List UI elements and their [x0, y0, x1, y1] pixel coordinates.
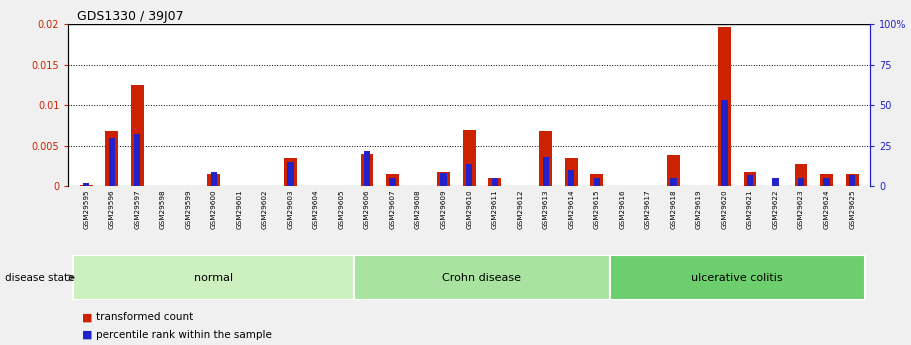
- Bar: [543, 157, 549, 186]
- Text: GSM29608: GSM29608: [415, 190, 421, 229]
- Bar: [539, 131, 552, 186]
- Bar: [134, 135, 140, 186]
- Text: ■: ■: [82, 330, 93, 339]
- Text: GSM29607: GSM29607: [390, 190, 395, 229]
- Bar: [824, 178, 830, 186]
- Bar: [747, 175, 753, 186]
- Text: GSM29622: GSM29622: [773, 190, 779, 229]
- Text: GSM29603: GSM29603: [288, 190, 293, 229]
- Bar: [208, 174, 220, 186]
- Text: GSM29595: GSM29595: [83, 190, 89, 229]
- Text: GSM29600: GSM29600: [210, 190, 217, 229]
- Text: disease state: disease state: [5, 273, 74, 283]
- Text: GSM29623: GSM29623: [798, 190, 804, 229]
- Text: GDS1330 / 39J07: GDS1330 / 39J07: [77, 10, 184, 23]
- Bar: [743, 172, 756, 186]
- Text: GSM29616: GSM29616: [619, 190, 625, 229]
- Bar: [565, 158, 578, 186]
- Text: GSM29596: GSM29596: [108, 190, 115, 229]
- Bar: [437, 172, 450, 186]
- Text: GSM29598: GSM29598: [159, 190, 166, 229]
- Text: GSM29624: GSM29624: [824, 190, 830, 229]
- Text: GSM29619: GSM29619: [696, 190, 702, 229]
- Text: GSM29614: GSM29614: [568, 190, 574, 229]
- Bar: [463, 130, 476, 186]
- Text: transformed count: transformed count: [96, 313, 193, 322]
- Bar: [845, 174, 858, 186]
- Bar: [609, 255, 865, 300]
- Bar: [440, 173, 446, 186]
- Text: ■: ■: [82, 313, 93, 322]
- Bar: [363, 151, 370, 186]
- Bar: [568, 170, 575, 186]
- Bar: [466, 164, 473, 186]
- Bar: [386, 174, 399, 186]
- Text: percentile rank within the sample: percentile rank within the sample: [96, 330, 271, 339]
- Text: GSM29617: GSM29617: [645, 190, 650, 229]
- Bar: [284, 158, 297, 186]
- Bar: [667, 156, 680, 186]
- Bar: [131, 85, 144, 186]
- Text: GSM29620: GSM29620: [722, 190, 728, 229]
- Bar: [492, 178, 498, 186]
- Text: GSM29615: GSM29615: [594, 190, 599, 229]
- Bar: [74, 255, 354, 300]
- Text: GSM29612: GSM29612: [517, 190, 523, 229]
- Text: GSM29613: GSM29613: [543, 190, 548, 229]
- Bar: [389, 178, 395, 186]
- Bar: [670, 178, 677, 186]
- Text: GSM29609: GSM29609: [441, 190, 446, 229]
- Text: GSM29597: GSM29597: [134, 190, 140, 229]
- Text: GSM29625: GSM29625: [849, 190, 855, 229]
- Text: GSM29611: GSM29611: [492, 190, 497, 229]
- Text: GSM29618: GSM29618: [670, 190, 676, 229]
- Bar: [106, 131, 118, 186]
- Bar: [361, 154, 374, 186]
- Bar: [794, 164, 807, 186]
- Bar: [798, 178, 804, 186]
- Bar: [354, 255, 609, 300]
- Text: GSM29601: GSM29601: [236, 190, 242, 229]
- Bar: [849, 175, 855, 186]
- Text: GSM29610: GSM29610: [466, 190, 472, 229]
- Bar: [820, 174, 833, 186]
- Text: Crohn disease: Crohn disease: [443, 273, 521, 283]
- Bar: [590, 174, 603, 186]
- Text: GSM29605: GSM29605: [339, 190, 344, 229]
- Bar: [722, 100, 728, 186]
- Bar: [488, 178, 501, 186]
- Bar: [718, 27, 731, 186]
- Text: GSM29604: GSM29604: [313, 190, 319, 229]
- Text: GSM29599: GSM29599: [185, 190, 191, 229]
- Text: GSM29621: GSM29621: [747, 190, 753, 229]
- Text: normal: normal: [194, 273, 233, 283]
- Bar: [83, 183, 89, 186]
- Bar: [108, 138, 115, 186]
- Bar: [773, 178, 779, 186]
- Text: GSM29602: GSM29602: [262, 190, 268, 229]
- Text: ulcerative colitis: ulcerative colitis: [691, 273, 783, 283]
- Text: GSM29606: GSM29606: [364, 190, 370, 229]
- Bar: [80, 185, 93, 186]
- Bar: [287, 162, 293, 186]
- Bar: [594, 178, 600, 186]
- Bar: [210, 172, 217, 186]
